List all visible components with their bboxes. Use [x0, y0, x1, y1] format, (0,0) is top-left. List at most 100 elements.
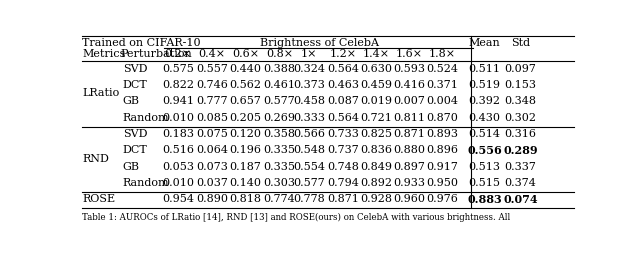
- Text: 0.335: 0.335: [264, 162, 296, 172]
- Text: 0.371: 0.371: [427, 80, 458, 90]
- Text: 0.373: 0.373: [293, 80, 325, 90]
- Text: 0.348: 0.348: [504, 96, 536, 106]
- Text: 0.554: 0.554: [293, 162, 325, 172]
- Text: 1.8×: 1.8×: [429, 49, 456, 59]
- Text: 0.893: 0.893: [427, 129, 459, 139]
- Text: 0.777: 0.777: [196, 96, 228, 106]
- Text: 0.630: 0.630: [360, 63, 392, 73]
- Text: LRatio: LRatio: [83, 88, 120, 98]
- Text: 0.976: 0.976: [427, 194, 458, 205]
- Text: 0.6×: 0.6×: [232, 49, 259, 59]
- Text: 0.870: 0.870: [427, 113, 458, 123]
- Text: 0.187: 0.187: [230, 162, 262, 172]
- Text: 0.871: 0.871: [394, 129, 426, 139]
- Text: 0.183: 0.183: [162, 129, 194, 139]
- Text: 0.416: 0.416: [394, 80, 426, 90]
- Text: 1×: 1×: [301, 49, 317, 59]
- Text: 0.374: 0.374: [504, 178, 536, 188]
- Text: 0.2×: 0.2×: [164, 49, 192, 59]
- Text: 0.564: 0.564: [327, 113, 359, 123]
- Text: 0.073: 0.073: [196, 162, 228, 172]
- Text: 0.892: 0.892: [360, 178, 392, 188]
- Text: SVD: SVD: [123, 63, 147, 73]
- Text: 0.593: 0.593: [394, 63, 426, 73]
- Text: 0.514: 0.514: [468, 129, 500, 139]
- Text: 0.388: 0.388: [264, 63, 296, 73]
- Text: 1.6×: 1.6×: [396, 49, 423, 59]
- Text: 1.2×: 1.2×: [330, 49, 356, 59]
- Text: GB: GB: [123, 96, 140, 106]
- Text: 0.463: 0.463: [327, 80, 359, 90]
- Text: 0.811: 0.811: [394, 113, 426, 123]
- Text: 0.037: 0.037: [196, 178, 228, 188]
- Text: 0.316: 0.316: [504, 129, 536, 139]
- Text: 0.074: 0.074: [503, 194, 538, 205]
- Text: 0.430: 0.430: [468, 113, 500, 123]
- Text: 0.748: 0.748: [327, 162, 359, 172]
- Text: 0.818: 0.818: [230, 194, 262, 205]
- Text: 0.836: 0.836: [360, 145, 392, 155]
- Text: 0.896: 0.896: [427, 145, 459, 155]
- Text: 0.511: 0.511: [468, 63, 500, 73]
- Text: 0.515: 0.515: [468, 178, 500, 188]
- Text: 0.333: 0.333: [293, 113, 325, 123]
- Text: 0.890: 0.890: [196, 194, 228, 205]
- Text: GB: GB: [123, 162, 140, 172]
- Text: 0.085: 0.085: [196, 113, 228, 123]
- Text: Std: Std: [511, 38, 530, 48]
- Text: 0.562: 0.562: [230, 80, 262, 90]
- Text: 0.917: 0.917: [427, 162, 458, 172]
- Text: 0.746: 0.746: [196, 80, 228, 90]
- Text: 0.358: 0.358: [264, 129, 296, 139]
- Text: 0.269: 0.269: [264, 113, 296, 123]
- Text: 0.883: 0.883: [467, 194, 502, 205]
- Text: 0.516: 0.516: [162, 145, 194, 155]
- Text: 0.324: 0.324: [293, 63, 325, 73]
- Text: 0.302: 0.302: [504, 113, 536, 123]
- Text: 0.459: 0.459: [360, 80, 392, 90]
- Text: Perturbation: Perturbation: [121, 49, 193, 59]
- Text: 0.075: 0.075: [196, 129, 228, 139]
- Text: 0.461: 0.461: [264, 80, 296, 90]
- Text: ROSE: ROSE: [83, 194, 116, 205]
- Text: 0.064: 0.064: [196, 145, 228, 155]
- Text: 0.392: 0.392: [468, 96, 500, 106]
- Text: Table 1: AUROCs of LRatio [14], RND [13] and ROSE(ours) on CelebA with various b: Table 1: AUROCs of LRatio [14], RND [13]…: [83, 213, 511, 222]
- Text: 0.657: 0.657: [230, 96, 262, 106]
- Text: 0.120: 0.120: [230, 129, 262, 139]
- Text: 0.794: 0.794: [327, 178, 359, 188]
- Text: RND: RND: [83, 154, 109, 164]
- Text: 0.897: 0.897: [394, 162, 426, 172]
- Text: DCT: DCT: [123, 145, 147, 155]
- Text: 0.556: 0.556: [467, 145, 502, 156]
- Text: 0.849: 0.849: [360, 162, 392, 172]
- Text: 0.577: 0.577: [264, 96, 295, 106]
- Text: 0.335: 0.335: [264, 145, 296, 155]
- Text: 0.196: 0.196: [230, 145, 262, 155]
- Text: 0.337: 0.337: [504, 162, 536, 172]
- Text: 0.566: 0.566: [293, 129, 325, 139]
- Text: 0.205: 0.205: [230, 113, 262, 123]
- Text: 0.458: 0.458: [293, 96, 325, 106]
- Text: SVD: SVD: [123, 129, 147, 139]
- Text: 0.8×: 0.8×: [266, 49, 293, 59]
- Text: 0.4×: 0.4×: [198, 49, 225, 59]
- Text: 0.733: 0.733: [327, 129, 359, 139]
- Text: 0.928: 0.928: [360, 194, 392, 205]
- Text: 0.289: 0.289: [503, 145, 538, 156]
- Text: 0.880: 0.880: [394, 145, 426, 155]
- Text: Brightness of CelebA: Brightness of CelebA: [260, 38, 379, 48]
- Text: 0.019: 0.019: [360, 96, 392, 106]
- Text: 0.140: 0.140: [230, 178, 262, 188]
- Text: 0.871: 0.871: [327, 194, 359, 205]
- Text: 0.440: 0.440: [230, 63, 262, 73]
- Text: 0.822: 0.822: [162, 80, 194, 90]
- Text: 0.097: 0.097: [504, 63, 536, 73]
- Text: 0.303: 0.303: [264, 178, 296, 188]
- Text: 0.933: 0.933: [394, 178, 426, 188]
- Text: 0.010: 0.010: [162, 178, 194, 188]
- Text: 0.941: 0.941: [162, 96, 194, 106]
- Text: 0.153: 0.153: [504, 80, 536, 90]
- Text: 0.004: 0.004: [427, 96, 459, 106]
- Text: 0.737: 0.737: [327, 145, 359, 155]
